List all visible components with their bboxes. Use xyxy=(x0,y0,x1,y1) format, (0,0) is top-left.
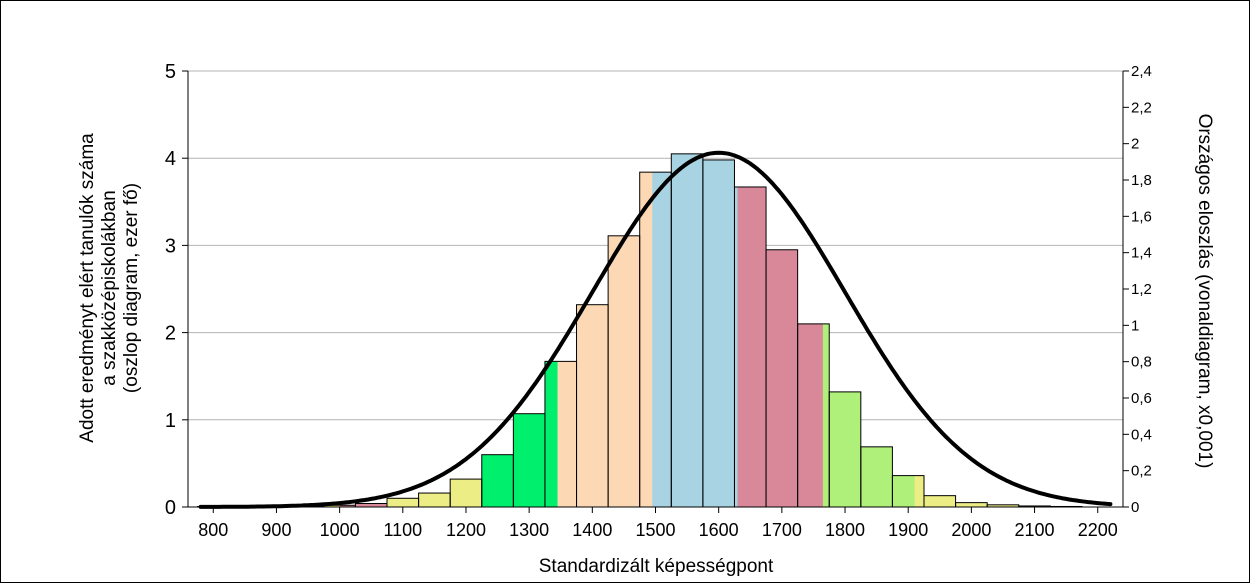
bar xyxy=(450,479,482,507)
bar-color-band xyxy=(829,392,861,507)
bar-color-band xyxy=(798,324,823,507)
bars xyxy=(197,154,1081,507)
y-tick-label-left: 4 xyxy=(165,148,176,170)
y-axis-title-left-line3: (oszlop diagram, ezer fő) xyxy=(121,183,142,393)
bar-color-band xyxy=(861,447,893,507)
bar-color-band xyxy=(577,305,609,507)
bar-color-band xyxy=(608,236,640,507)
x-tick-label: 1900 xyxy=(888,520,928,540)
x-ticks: 800 900 1000 1100 1200 1300 1400 1500 1600 1700 18… xyxy=(198,507,1118,540)
y-tick-label-right: 1,6 xyxy=(1131,208,1152,225)
y-axis-title-left-line2: a szakközépiskolákban xyxy=(99,190,120,385)
x-tick-label: 1300 xyxy=(509,520,549,540)
x-tick-label: 2200 xyxy=(1078,520,1118,540)
x-tick-label: 1800 xyxy=(825,520,865,540)
x-tick-label: 2100 xyxy=(1015,520,1055,540)
y-tick-label-right: 1,8 xyxy=(1131,172,1152,189)
bar-color-band xyxy=(513,414,545,507)
y-ticks-left: 0 1 2 3 4 5 xyxy=(165,61,188,519)
y-tick-label-left: 3 xyxy=(165,235,176,257)
y-tick-label-right: 1,2 xyxy=(1131,281,1152,298)
bar-color-band xyxy=(482,455,514,507)
x-tick-label: 1200 xyxy=(446,520,486,540)
bar-color-band xyxy=(703,160,735,507)
y-tick-label-right: 1 xyxy=(1131,317,1139,334)
x-tick-label: 1500 xyxy=(635,520,675,540)
y-tick-label-right: 2,4 xyxy=(1131,63,1152,80)
y-tick-label-right: 2,2 xyxy=(1131,99,1152,116)
y-tick-label-right: 0 xyxy=(1131,499,1139,516)
bar-color-band xyxy=(355,504,371,507)
y-tick-label-right: 0,4 xyxy=(1131,426,1152,443)
bar-color-band xyxy=(545,361,558,507)
y-tick-label-right: 1,4 xyxy=(1131,245,1152,262)
x-tick-label: 1100 xyxy=(383,520,422,540)
bar xyxy=(956,503,988,507)
y-tick-label-left: 5 xyxy=(165,61,176,83)
y-tick-label-right: 0,6 xyxy=(1131,390,1152,407)
y-tick-label-right: 0,8 xyxy=(1131,354,1152,371)
y-axis-title-right: Országos eloszlás (vonaldiagram, x0,001) xyxy=(1194,114,1215,469)
bar-color-band xyxy=(766,250,798,507)
y-tick-label-right: 2 xyxy=(1131,136,1139,153)
y-tick-label-left: 0 xyxy=(165,497,176,519)
x-tick-label: 1000 xyxy=(320,520,360,540)
x-tick-label: 1400 xyxy=(572,520,612,540)
y-axis-title-left-line1: Adott eredményt elért tanulók száma xyxy=(77,133,98,443)
bar-color-band xyxy=(671,154,703,507)
bar xyxy=(924,496,956,507)
bar-color-band xyxy=(892,476,914,507)
bar xyxy=(419,493,451,507)
x-tick-label: 1600 xyxy=(699,520,739,540)
bar-color-band xyxy=(823,324,829,507)
bar-color-band xyxy=(558,361,577,507)
bar-color-band xyxy=(640,172,653,507)
x-tick-label: 2000 xyxy=(951,520,991,540)
x-axis-title: Standardizált képességpont xyxy=(539,556,774,577)
y-tick-label-right: 0,2 xyxy=(1131,463,1152,480)
y-tick-label-left: 2 xyxy=(165,323,176,345)
x-tick-label: 900 xyxy=(261,520,291,540)
x-tick-label: 800 xyxy=(198,520,228,540)
bar-color-band xyxy=(652,172,671,507)
y-tick-label-left: 1 xyxy=(165,410,176,432)
x-tick-label: 1700 xyxy=(762,520,802,540)
bar-color-band xyxy=(738,187,766,507)
bar xyxy=(387,498,419,507)
y-ticks-right: 0 0,2 0,4 0,6 0,8 1 1,2 1,4 1,6 1,8 2 2,2 2,4 xyxy=(1123,63,1152,516)
